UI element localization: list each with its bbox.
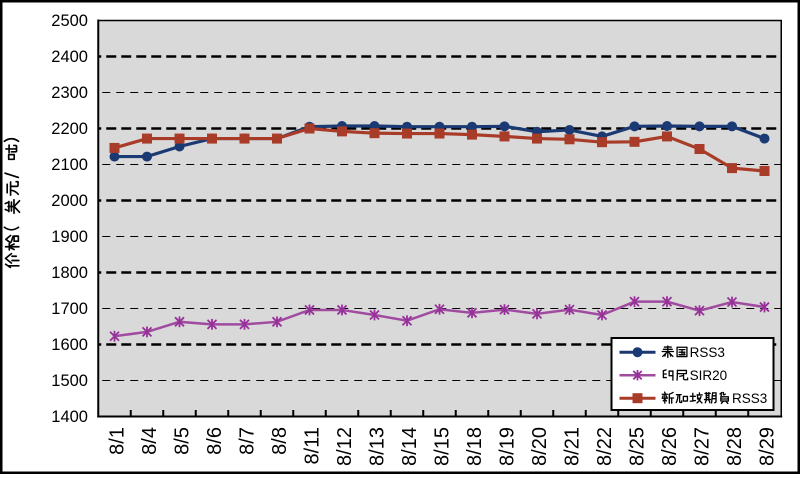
svg-text:8/8: 8/8 <box>269 427 291 455</box>
svg-text:8/14: 8/14 <box>399 427 421 466</box>
svg-text:2300: 2300 <box>51 84 88 102</box>
svg-text:8/12: 8/12 <box>334 427 356 466</box>
svg-text:8/15: 8/15 <box>431 427 453 466</box>
svg-text:1900: 1900 <box>51 228 88 246</box>
svg-text:8/11: 8/11 <box>301 427 323 464</box>
svg-text:8/4: 8/4 <box>139 427 161 455</box>
svg-text:RSS3: RSS3 <box>690 345 725 360</box>
svg-text:8/29: 8/29 <box>756 427 778 466</box>
svg-text:2100: 2100 <box>51 156 88 174</box>
svg-text:8/25: 8/25 <box>626 427 648 466</box>
svg-text:8/26: 8/26 <box>659 427 681 466</box>
svg-text:8/20: 8/20 <box>529 427 551 466</box>
svg-text:8/22: 8/22 <box>594 427 616 466</box>
svg-text:RSS3: RSS3 <box>732 391 767 406</box>
svg-text:1700: 1700 <box>51 300 88 318</box>
svg-text:1600: 1600 <box>51 336 88 354</box>
svg-text:SIR20: SIR20 <box>690 368 728 383</box>
svg-text:8/6: 8/6 <box>204 427 226 455</box>
svg-text:8/5: 8/5 <box>171 427 193 455</box>
svg-text:8/18: 8/18 <box>464 427 486 466</box>
svg-text:2000: 2000 <box>51 192 88 210</box>
svg-text:8/7: 8/7 <box>236 427 258 455</box>
svg-text:2200: 2200 <box>51 120 88 138</box>
svg-text:2400: 2400 <box>51 48 88 66</box>
svg-text:8/1: 8/1 <box>106 427 128 455</box>
svg-text:8/27: 8/27 <box>691 427 713 466</box>
svg-text:1500: 1500 <box>51 372 88 390</box>
svg-text:8/21: 8/21 <box>561 427 583 466</box>
svg-text:8/28: 8/28 <box>724 427 746 466</box>
svg-text:2500: 2500 <box>51 12 88 30</box>
svg-text:8/19: 8/19 <box>496 427 518 466</box>
svg-text:1800: 1800 <box>51 264 88 282</box>
svg-text:1400: 1400 <box>51 408 88 426</box>
svg-text:8/13: 8/13 <box>366 427 388 466</box>
